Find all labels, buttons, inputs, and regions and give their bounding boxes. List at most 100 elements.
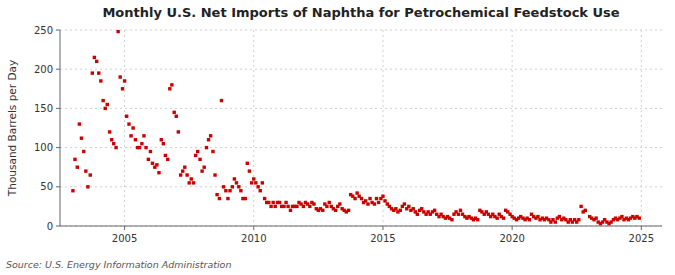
grid-line-y	[60, 30, 662, 31]
point	[308, 205, 311, 208]
point	[147, 158, 150, 161]
point	[112, 142, 115, 145]
point	[528, 218, 531, 221]
point	[202, 166, 205, 169]
point	[278, 201, 281, 204]
point	[558, 215, 561, 218]
point	[142, 134, 145, 137]
point	[108, 130, 111, 133]
point	[131, 126, 134, 129]
y-tick	[56, 186, 60, 187]
point	[334, 209, 337, 212]
x-tick	[382, 226, 383, 230]
point	[457, 213, 460, 216]
point	[375, 197, 378, 200]
x-tick-label: 2010	[241, 233, 266, 244]
point	[183, 166, 186, 169]
point	[187, 181, 190, 184]
x-tick	[253, 226, 254, 230]
point	[325, 205, 328, 208]
point	[411, 207, 414, 210]
point	[84, 169, 87, 172]
points	[71, 30, 641, 225]
point	[416, 213, 419, 216]
title: Monthly U.S. Net Imports of Naphtha for …	[102, 5, 619, 20]
grid-line-x	[641, 30, 642, 226]
point	[177, 130, 180, 133]
point	[289, 209, 292, 212]
point	[207, 138, 210, 141]
source-note: Source: U.S. Energy Information Administ…	[6, 259, 231, 270]
point	[399, 209, 402, 212]
x-tick	[641, 226, 642, 230]
point	[261, 181, 264, 184]
point	[459, 209, 462, 212]
point	[347, 209, 350, 212]
point	[360, 197, 363, 200]
point	[383, 199, 386, 202]
x-tick-label: 2025	[629, 233, 654, 244]
point	[119, 75, 122, 78]
point	[239, 189, 242, 192]
point	[231, 185, 234, 188]
point	[594, 216, 597, 219]
point	[259, 189, 262, 192]
point	[76, 166, 79, 169]
point	[267, 201, 270, 204]
grid-line-y	[60, 226, 662, 227]
point	[172, 111, 175, 114]
y-tick	[56, 108, 60, 109]
y-tick-label: 100	[34, 142, 53, 153]
point	[200, 169, 203, 172]
point	[222, 185, 225, 188]
point	[110, 138, 113, 141]
point	[224, 189, 227, 192]
point	[338, 202, 341, 205]
point	[256, 185, 259, 188]
point	[190, 177, 193, 180]
point	[89, 173, 92, 176]
point	[368, 197, 371, 200]
point	[269, 205, 272, 208]
y-axis-line	[60, 30, 61, 226]
point	[536, 215, 539, 218]
point	[138, 146, 141, 149]
point	[95, 60, 98, 63]
x-tick-label: 2015	[370, 233, 395, 244]
point	[252, 177, 255, 180]
point	[420, 207, 423, 210]
chart-svg: 05010015020025020052010201520202025Month…	[0, 0, 675, 275]
point	[127, 122, 130, 125]
point	[157, 171, 160, 174]
point	[168, 87, 171, 90]
point	[254, 181, 257, 184]
point	[209, 134, 212, 137]
point	[211, 150, 214, 153]
point	[162, 142, 165, 145]
point	[554, 220, 557, 223]
y-tick-label: 150	[34, 103, 53, 114]
point	[78, 122, 81, 125]
point	[185, 173, 188, 176]
point	[205, 146, 208, 149]
point	[198, 158, 201, 161]
point	[179, 173, 182, 176]
point	[140, 142, 143, 145]
grid-line-y	[60, 69, 662, 70]
point	[302, 205, 305, 208]
point	[170, 83, 173, 86]
point	[134, 138, 137, 141]
y-tick-label: 0	[47, 221, 53, 232]
point	[237, 185, 240, 188]
point	[579, 205, 582, 208]
chart-container: 05010015020025020052010201520202025Month…	[0, 0, 675, 275]
point	[407, 205, 410, 208]
point	[403, 202, 406, 205]
point	[129, 134, 132, 137]
point	[381, 195, 384, 198]
point	[181, 169, 184, 172]
point	[82, 150, 85, 153]
point	[160, 138, 163, 141]
point	[620, 215, 623, 218]
point	[106, 103, 109, 106]
